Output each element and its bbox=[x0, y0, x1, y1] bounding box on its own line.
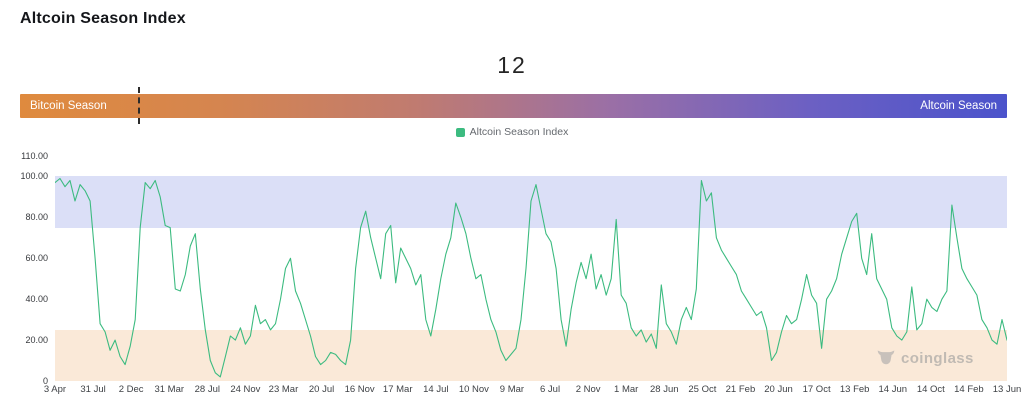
y-tick-label: 100.00 bbox=[20, 171, 48, 182]
chart-legend[interactable]: Altcoin Season Index bbox=[0, 126, 1024, 138]
x-tick-label: 3 Apr bbox=[43, 384, 67, 395]
x-tick-label: 16 Nov bbox=[344, 384, 375, 395]
x-tick-label: 23 Mar bbox=[268, 384, 299, 395]
x-tick-label: 14 Oct bbox=[916, 384, 945, 395]
x-tick-label: 9 Mar bbox=[499, 384, 525, 395]
y-tick-label: 20.00 bbox=[25, 335, 48, 346]
x-tick-label: 14 Jul bbox=[423, 384, 449, 395]
x-tick-label: 31 Jul bbox=[80, 384, 106, 395]
y-tick-label: 110.00 bbox=[21, 151, 48, 161]
coinglass-bull-icon bbox=[877, 350, 895, 365]
watermark-text: coinglass bbox=[901, 349, 974, 367]
x-tick-label: 10 Nov bbox=[458, 384, 489, 395]
page-title: Altcoin Season Index bbox=[20, 10, 186, 27]
x-tick-label: 2 Nov bbox=[575, 384, 601, 395]
x-tick-label: 24 Nov bbox=[230, 384, 261, 395]
x-tick-label: 21 Feb bbox=[725, 384, 756, 395]
plot-area[interactable] bbox=[55, 156, 1007, 381]
x-tick-label: 13 Feb bbox=[839, 384, 870, 395]
x-tick-label: 2 Dec bbox=[118, 384, 144, 395]
y-tick-label: 80.00 bbox=[25, 212, 48, 223]
x-tick-label: 14 Jun bbox=[878, 384, 908, 395]
index-line bbox=[55, 177, 1007, 378]
x-tick-label: 20 Jun bbox=[764, 384, 793, 395]
y-tick-label: 0 bbox=[42, 376, 48, 386]
altcoin-season-label: Altcoin Season bbox=[920, 100, 997, 112]
x-tick-label: 25 Oct bbox=[688, 384, 717, 395]
season-gradient-bar: Bitcoin Season Altcoin Season bbox=[20, 94, 1007, 118]
x-tick-label: 28 Jun bbox=[650, 384, 679, 395]
bitcoin-season-zone bbox=[55, 329, 1007, 381]
bitcoin-season-label: Bitcoin Season bbox=[30, 100, 107, 112]
x-tick-label: 1 Mar bbox=[614, 384, 639, 395]
x-tick-label: 20 Jul bbox=[308, 384, 335, 395]
legend-label: Altcoin Season Index bbox=[469, 126, 569, 138]
y-tick-label: 60.00 bbox=[25, 253, 48, 264]
index-line-chart bbox=[55, 177, 1007, 378]
x-axis: 3 Apr 31 Jul 2 Dec 31 Mar 28 Jul 24 Nov 23 Mar… bbox=[44, 384, 1021, 398]
x-tick-label: 28 Jul bbox=[194, 384, 220, 395]
current-index-value: 12 bbox=[497, 52, 527, 78]
x-tick-label: 6 Jul bbox=[539, 384, 561, 395]
current-value-marker bbox=[138, 87, 141, 124]
y-tick-label: 40.00 bbox=[25, 294, 48, 305]
coinglass-watermark: coinglass bbox=[876, 348, 974, 368]
x-tick-label: 14 Feb bbox=[954, 384, 984, 395]
x-tick-label: 17 Oct bbox=[802, 384, 831, 395]
legend-swatch-icon bbox=[455, 127, 465, 137]
y-axis: 110.00 100.00 80.00 60.00 40.00 20.00 0 bbox=[0, 151, 48, 386]
x-tick-label: 17 Mar bbox=[382, 384, 413, 395]
x-tick-label: 13 Jun bbox=[992, 384, 1022, 395]
x-tick-label: 31 Mar bbox=[154, 384, 185, 395]
